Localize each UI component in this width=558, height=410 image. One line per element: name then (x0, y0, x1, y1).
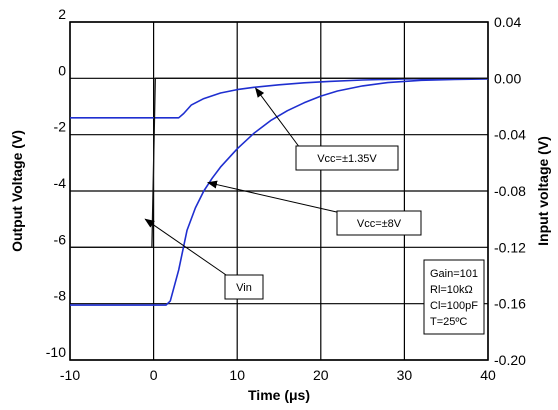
y-left-tick-label: -10 (46, 344, 66, 360)
x-tick-label: 40 (480, 367, 496, 383)
annotation-label: Vcc=±1.35V (317, 153, 377, 165)
x-tick-label: 30 (397, 367, 413, 383)
series-layer (70, 77, 489, 306)
conditions-frame (423, 259, 485, 335)
y-right-tick-label: -0.08 (494, 183, 526, 199)
y-left-tick-label: -4 (54, 175, 67, 191)
annotation-label: Vin (236, 282, 252, 294)
annotation-box (224, 274, 264, 300)
annotation-box (336, 210, 422, 236)
y-right-tick-label: -0.12 (494, 239, 526, 255)
conditions-box: Gain=101 Rl=10kΩ Cl=100pF T=25ºC (423, 259, 485, 335)
tick-labels: -10 0 10 20 30 4020-2-4-6-8-100.040.00-0.04-0… (46, 6, 526, 383)
x-tick-label: 10 (229, 367, 245, 383)
x-tick-label: 0 (150, 367, 158, 383)
y-right-tick-label: -0.04 (494, 127, 526, 143)
y-right-tick-label: -0.16 (494, 296, 526, 312)
y-right-tick-label: 0.00 (494, 70, 521, 86)
plot-frame (69, 21, 489, 361)
y-right-tick-label: -0.20 (494, 352, 526, 368)
y-left-tick-label: -6 (54, 231, 67, 247)
y-left-tick-label: -8 (54, 288, 67, 304)
y-left-tick-label: 2 (58, 6, 66, 22)
x-axis-title: Time (μs) (248, 387, 310, 403)
x-tick-label: -10 (60, 367, 80, 383)
y-axis-left-title: Output Voltage (V) (9, 130, 25, 252)
annotation-box (295, 145, 399, 171)
y-left-tick-label: -2 (54, 119, 67, 135)
series-line (70, 77, 488, 119)
annotation-arrow (206, 180, 342, 214)
series-line (70, 77, 488, 248)
condition-line: Gain=101 (430, 268, 478, 280)
annotation-arrow (254, 87, 301, 149)
annotation-arrow (144, 218, 230, 278)
condition-line: Rl=10kΩ (430, 284, 473, 296)
condition-line: Cl=100pF (430, 300, 478, 312)
y-axis-right-title: Input voltage (V) (535, 136, 551, 246)
y-left-tick-label: 0 (58, 62, 66, 78)
x-tick-label: 20 (313, 367, 329, 383)
annotations: Vcc=±1.35V Vcc=±8V Vin (144, 87, 422, 300)
annotation-label: Vcc=±8V (357, 218, 402, 230)
y-right-tick-label: 0.04 (494, 14, 521, 30)
series-line (70, 78, 489, 306)
condition-line: T=25ºC (430, 316, 467, 328)
